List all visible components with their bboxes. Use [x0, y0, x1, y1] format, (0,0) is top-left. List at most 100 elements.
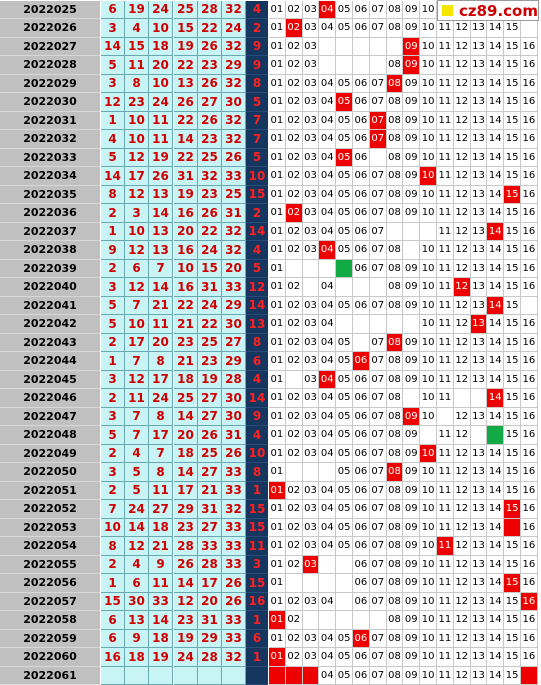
- position-cell-06: [353, 38, 370, 57]
- position-cell-13: 13: [471, 667, 488, 685]
- position-cell-04: 04: [319, 426, 336, 445]
- position-cell-11: 11: [437, 426, 454, 445]
- position-cell-12: 12: [454, 223, 471, 242]
- position-cell-05: 05: [336, 500, 353, 519]
- position-cell-08: 08: [387, 408, 404, 427]
- red-ball-1: 5: [101, 315, 125, 334]
- position-cell-13: 13: [471, 278, 488, 297]
- position-cell-15: 15: [504, 56, 521, 75]
- red-ball-5: 29: [198, 630, 222, 649]
- position-cell-12: 12: [454, 278, 471, 297]
- logo-square-icon: [442, 5, 453, 16]
- position-cell-12: [454, 389, 471, 408]
- red-ball-4: 22: [174, 112, 198, 131]
- position-cell-06: 06: [353, 112, 370, 131]
- red-ball-3: 7: [149, 260, 173, 279]
- red-ball-5: 25: [198, 445, 222, 464]
- position-cell-14: 14: [487, 556, 504, 575]
- red-ball-3: 13: [149, 223, 173, 242]
- blue-ball: 4: [246, 426, 268, 445]
- position-cell-06: 06: [353, 371, 370, 390]
- position-cell-06: 06: [353, 426, 370, 445]
- position-cell-08: 08: [387, 445, 404, 464]
- red-ball-5: 22: [198, 315, 222, 334]
- position-cell-16: 16: [521, 56, 538, 75]
- position-cell-12: 12: [454, 611, 471, 630]
- position-cell-14: 14: [487, 149, 504, 168]
- position-cell-14: 14: [487, 334, 504, 353]
- position-cell-01: 01: [269, 186, 286, 205]
- position-cell-11: 11: [437, 130, 454, 149]
- red-ball-2: 12: [125, 371, 149, 390]
- position-cell-03: [303, 463, 320, 482]
- position-cell-11: 11: [437, 389, 454, 408]
- position-cell-12: 12: [454, 463, 471, 482]
- position-cell-01: 01: [269, 426, 286, 445]
- blue-ball: 2: [246, 19, 268, 38]
- red-ball-4: 24: [174, 648, 198, 667]
- red-ball-2: 18: [125, 648, 149, 667]
- position-cell-16: 16: [521, 149, 538, 168]
- position-cell-04: 04: [319, 648, 336, 667]
- red-ball-1: 6: [101, 630, 125, 649]
- position-cell-04: 04: [319, 630, 336, 649]
- position-cell-04: 04: [319, 667, 336, 685]
- position-cell-13: 13: [471, 445, 488, 464]
- red-ball-2: [125, 667, 149, 685]
- position-cell-14: 14: [487, 130, 504, 149]
- red-ball-2: 19: [125, 1, 149, 20]
- red-ball-4: 18: [174, 445, 198, 464]
- blue-ball: 7: [246, 130, 268, 149]
- position-cell-11: 11: [437, 223, 454, 242]
- issue-number: 2022056: [0, 574, 100, 593]
- blue-ball: 3: [246, 556, 268, 575]
- position-cell-14: 14: [487, 75, 504, 94]
- position-cell-08: 08: [387, 648, 404, 667]
- position-cell-10: 10: [420, 445, 437, 464]
- position-cell-07: 07: [370, 223, 387, 242]
- red-ball-4: 23: [174, 334, 198, 353]
- position-cell-15: 15: [504, 260, 521, 279]
- position-cell-03: 03: [303, 1, 320, 20]
- red-ball-1: 3: [101, 278, 125, 297]
- position-cell-05: 05: [336, 112, 353, 131]
- blue-ball: 14: [246, 297, 268, 316]
- position-cell-03: 03: [303, 537, 320, 556]
- position-cell-07: 07: [370, 630, 387, 649]
- position-cell-10: [420, 426, 437, 445]
- position-cell-04: 04: [319, 223, 336, 242]
- red-ball-4: 20: [174, 426, 198, 445]
- position-cell-16: 16: [521, 352, 538, 371]
- position-cell-09: 09: [403, 519, 420, 538]
- position-cell-04: 04: [319, 241, 336, 260]
- red-ball-5: 23: [198, 186, 222, 205]
- position-cell-12: 12: [454, 56, 471, 75]
- issue-number: 2022053: [0, 519, 100, 538]
- position-cell-07: 07: [370, 167, 387, 186]
- position-cell-01: 01: [269, 167, 286, 186]
- position-cell-07: 07: [370, 1, 387, 20]
- position-cell-06: 06: [353, 93, 370, 112]
- position-cell-01: 01: [269, 93, 286, 112]
- position-cell-06: 06: [353, 389, 370, 408]
- position-cell-02: 02: [286, 75, 303, 94]
- position-cell-05: [336, 278, 353, 297]
- position-cell-07: 07: [370, 93, 387, 112]
- position-cell-08: [387, 223, 404, 242]
- issue-number: 2022059: [0, 630, 100, 649]
- position-cell-05: 05: [336, 297, 353, 316]
- position-cell-01: 01: [269, 241, 286, 260]
- site-logo[interactable]: cz89.com: [437, 0, 539, 21]
- position-cell-04: 04: [319, 445, 336, 464]
- position-cell-13: 13: [471, 648, 488, 667]
- position-cell-12: 12: [454, 519, 471, 538]
- red-ball-3: 8: [149, 463, 173, 482]
- position-cell-13: 13: [471, 186, 488, 205]
- position-cell-16: 16: [521, 334, 538, 353]
- blue-ball: 1: [246, 482, 268, 501]
- position-cell-07: [370, 315, 387, 334]
- position-cell-03: [303, 260, 320, 279]
- position-cell-03: 03: [303, 371, 320, 390]
- position-cell-03: 03: [303, 334, 320, 353]
- position-cell-02: 02: [286, 19, 303, 38]
